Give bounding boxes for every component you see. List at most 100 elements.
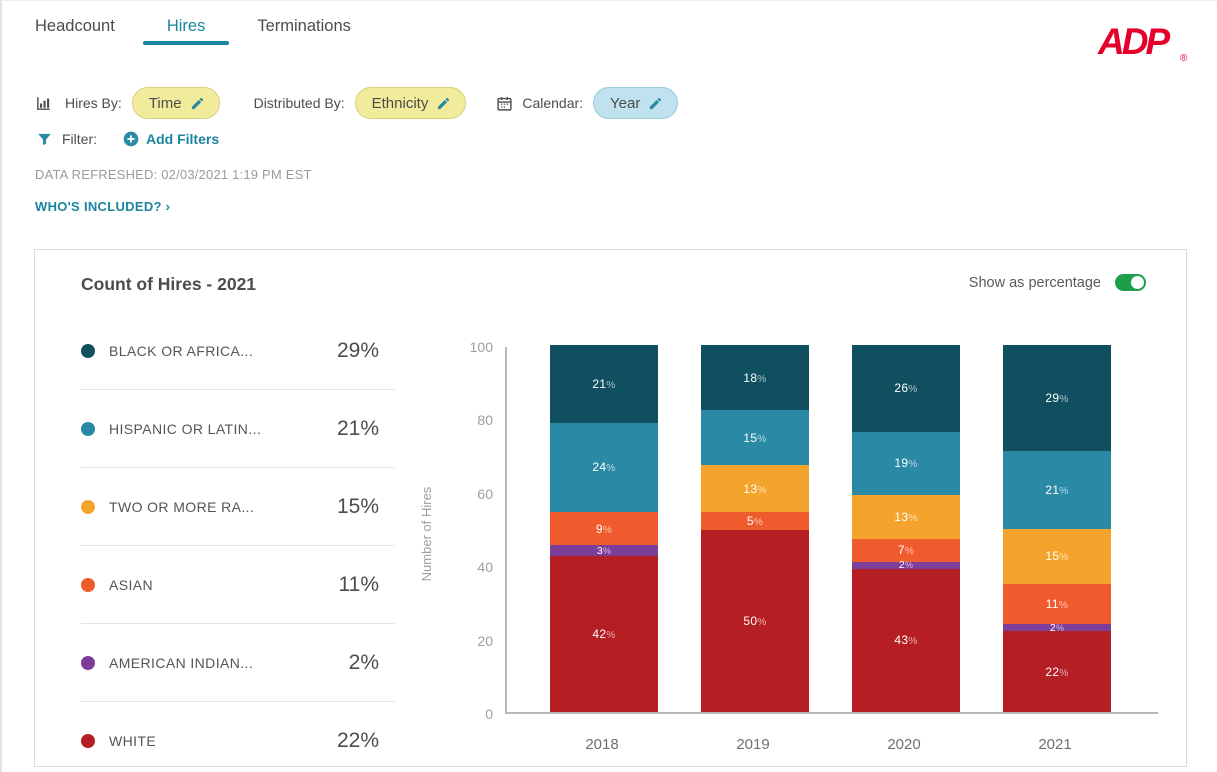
legend-color-dot: [81, 655, 95, 670]
adp-logo-icon: ADP ®: [1096, 21, 1192, 65]
distributed-by-label: Distributed By:: [253, 95, 345, 111]
bar-segment[interactable]: 2%: [1003, 621, 1111, 634]
chart-card: Count of Hires - 2021 Show as percentage…: [34, 249, 1187, 767]
legend-item[interactable]: WHITE 22%: [81, 702, 395, 766]
y-tick-label: 80: [477, 412, 493, 429]
legend-item-value: 11%: [338, 572, 379, 596]
bar-segment-label: 24%: [592, 460, 616, 475]
bar-segment-label: 43%: [894, 633, 918, 648]
tab-headcount[interactable]: Headcount: [35, 17, 115, 35]
y-tick-label: 20: [477, 632, 493, 649]
bar-chart-icon: [35, 95, 52, 112]
legend-item[interactable]: HISPANIC OR LATIN... 21%: [81, 390, 395, 468]
bar-segment-label: 21%: [1045, 483, 1069, 497]
legend-item-value: 21%: [336, 416, 379, 440]
bar-segment[interactable]: 24%: [550, 422, 658, 512]
bar-segment[interactable]: 50%: [701, 530, 809, 712]
bar-segment-label: 9%: [595, 521, 613, 536]
legend-color-dot: [81, 343, 95, 358]
bar-segment[interactable]: 3%: [550, 544, 658, 557]
bar-segment[interactable]: 15%: [1003, 528, 1111, 584]
bar-segment-label: 42%: [592, 627, 616, 642]
bar-segment[interactable]: 22%: [1003, 631, 1111, 712]
toggle-knob: [1131, 276, 1144, 289]
data-refreshed-status: DATA REFRESHED: 02/03/2021 1:19 PM EST: [35, 167, 312, 182]
hires-by-pill[interactable]: Time: [131, 87, 220, 119]
bar-segment[interactable]: 26%: [852, 345, 960, 432]
bar-2021: 29% 21% 15% 11% 2% 22%: [1003, 345, 1111, 712]
show-as-percentage-toggle[interactable]: [1115, 274, 1146, 291]
legend-item-value: 29%: [336, 338, 379, 362]
legend-item[interactable]: ASIAN 11%: [81, 546, 395, 624]
legend-item[interactable]: AMERICAN INDIAN... 2%: [81, 624, 395, 702]
bar-segment-label: 18%: [743, 370, 767, 385]
calendar-icon: [496, 95, 513, 112]
bar-segment[interactable]: 7%: [852, 538, 960, 562]
plus-circle-icon: [123, 131, 139, 147]
y-tick-label: 60: [477, 485, 493, 502]
bar-segment-label: 50%: [743, 614, 767, 629]
legend-item-label: HISPANIC OR LATIN...: [109, 420, 262, 437]
bar-segment-label: 3%: [596, 544, 612, 557]
x-axis-label: 2019: [736, 736, 770, 753]
bar-segment[interactable]: 43%: [852, 568, 960, 712]
x-axis-label: 2021: [1038, 736, 1072, 753]
calendar-pill[interactable]: Year: [593, 87, 679, 119]
filter-label: Filter:: [62, 131, 97, 147]
top-tabs: Headcount Hires Terminations: [35, 17, 351, 45]
bar-segment[interactable]: 18%: [701, 345, 809, 411]
bar-segment[interactable]: 5%: [701, 512, 809, 531]
whos-included-link[interactable]: WHO'S INCLUDED? ›: [35, 199, 171, 214]
legend-color-dot: [81, 499, 95, 514]
distributed-by-pill[interactable]: Ethnicity: [354, 87, 467, 119]
bar-segment-label: 21%: [592, 376, 616, 391]
bar-segment[interactable]: 42%: [550, 556, 658, 712]
bar-segment-label: 2%: [1049, 621, 1065, 634]
bar-segment[interactable]: 9%: [550, 511, 658, 546]
bar-segment[interactable]: 19%: [852, 431, 960, 496]
tab-hires[interactable]: Hires: [143, 17, 229, 45]
adp-logo-text: ADP: [1097, 21, 1170, 62]
bar-segment[interactable]: 29%: [1003, 345, 1111, 452]
bar-segment-label: 22%: [1045, 664, 1069, 679]
chart-title: Count of Hires - 2021: [81, 274, 257, 294]
edit-pencil-icon: [190, 96, 205, 111]
bar-2020: 26% 19% 13% 7% 2% 43%: [852, 345, 960, 712]
legend-item-label: AMERICAN INDIAN...: [109, 654, 254, 671]
legend-color-dot: [81, 577, 95, 592]
x-axis-label: 2020: [887, 736, 921, 753]
distributed-by-value: Ethnicity: [371, 94, 429, 112]
adp-logo-reg: ®: [1180, 53, 1188, 64]
legend-item[interactable]: BLACK OR AFRICA... 29%: [81, 312, 395, 390]
bar-segment[interactable]: 13%: [852, 495, 960, 539]
bar-segment[interactable]: 13%: [701, 464, 809, 513]
plot: 21% 24% 9% 3% 42% 18% 15% 13% 5% 50% 26% 19% 13% 7% 2%…: [505, 345, 1158, 714]
legend-color-dot: [81, 421, 95, 436]
bar-segment-label: 7%: [897, 543, 915, 558]
bar-segment[interactable]: 15%: [701, 410, 809, 465]
bar-segment-label: 11%: [1045, 596, 1069, 611]
bar-segment[interactable]: 21%: [1003, 451, 1111, 529]
legend-item[interactable]: TWO OR MORE RA... 15%: [81, 468, 395, 546]
legend-item-value: 15%: [336, 494, 379, 518]
hires-by-label: Hires By:: [65, 95, 122, 111]
show-as-percentage-label: Show as percentage: [968, 274, 1101, 291]
funnel-icon: [37, 132, 52, 147]
bar-segment-label: 13%: [743, 481, 767, 496]
add-filters-button[interactable]: Add Filters: [123, 131, 219, 147]
bar-segment-label: 15%: [1045, 549, 1069, 564]
bar-segment[interactable]: 11%: [1003, 583, 1111, 624]
bar-segment-label: 13%: [894, 509, 918, 524]
hires-by-value: Time: [148, 94, 182, 112]
bar-2018: 21% 24% 9% 3% 42%: [550, 345, 658, 712]
bar-segment[interactable]: 2%: [852, 559, 960, 571]
tab-terminations[interactable]: Terminations: [257, 17, 351, 35]
bar-segment-label: 15%: [743, 430, 767, 445]
bar-2019: 18% 15% 13% 5% 50%: [701, 345, 809, 712]
y-tick-label: 100: [469, 339, 493, 355]
bar-segment[interactable]: 21%: [550, 345, 658, 423]
x-axis-label: 2018: [585, 736, 619, 753]
calendar-label: Calendar:: [522, 95, 584, 111]
add-filters-label: Add Filters: [146, 131, 220, 147]
legend-item-value: 22%: [336, 728, 379, 752]
